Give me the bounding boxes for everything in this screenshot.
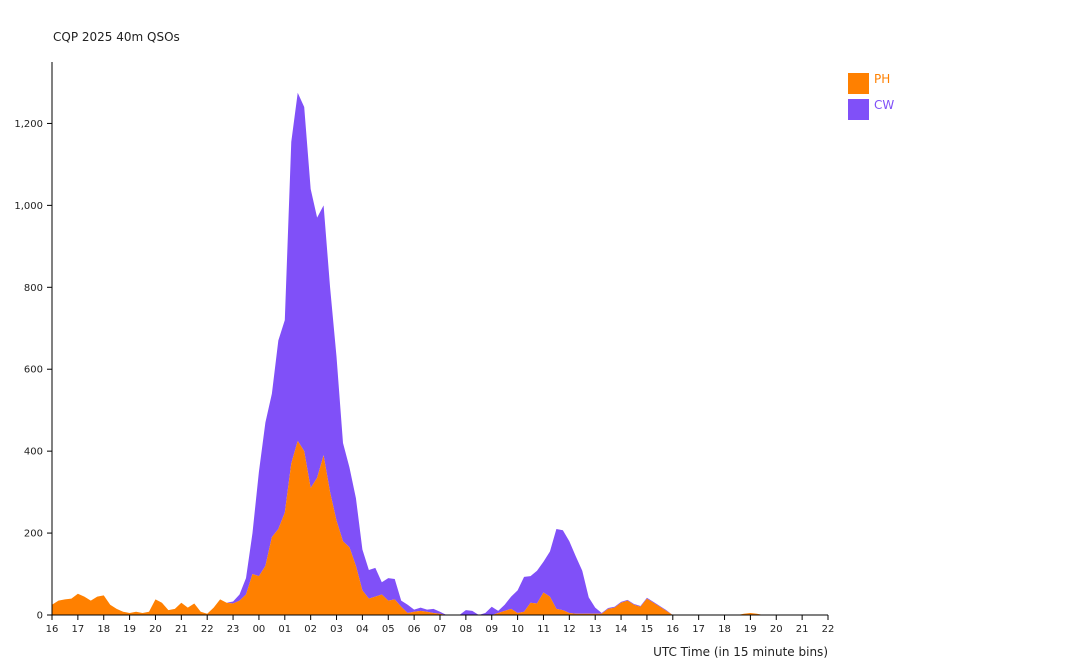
x-tick-label: 13 [589,624,602,635]
x-tick-label: 09 [485,624,498,635]
x-tick-label: 20 [149,624,162,635]
x-tick-label: 16 [46,624,59,635]
x-tick-label: 14 [615,624,628,635]
x-tick-label: 04 [356,624,369,635]
x-tick-label: 12 [563,624,576,635]
y-tick-label: 1,000 [14,201,43,212]
y-tick-label: 800 [24,283,43,294]
x-tick-label: 21 [796,624,809,635]
x-tick-label: 17 [692,624,705,635]
x-tick-label: 08 [459,624,472,635]
x-tick-label: 18 [718,624,731,635]
x-tick-label: 10 [511,624,524,635]
x-tick-label: 19 [744,624,757,635]
legend-label-cw: CW [874,98,894,112]
x-tick-label: 18 [97,624,110,635]
x-tick-label: 11 [537,624,550,635]
legend-swatch-ph [848,73,869,94]
x-tick-label: 23 [227,624,240,635]
x-tick-label: 00 [253,624,266,635]
y-tick-label: 400 [24,447,43,458]
x-tick-label: 20 [770,624,783,635]
x-tick-label: 05 [382,624,395,635]
y-tick-label: 1,200 [14,119,43,130]
y-tick-label: 200 [24,529,43,540]
chart-title: CQP 2025 40m QSOs [53,30,180,44]
x-tick-label: 22 [822,624,835,635]
x-axis: 16 17 18 19 20 21 22 23 00 01 02 03 04 05 06 07 08 09 10 11… [46,614,835,635]
x-tick-label: 22 [201,624,214,635]
x-tick-label: 16 [666,624,679,635]
y-axis: 0 200 400 600 800 1,000 1,200 [14,62,53,622]
legend-label-ph: PH [874,72,890,86]
x-axis-label: UTC Time (in 15 minute bins) [653,645,828,659]
x-tick-label: 06 [408,624,421,635]
y-tick-label: 0 [37,611,43,622]
area-ph [52,440,828,615]
legend-swatch-cw [848,99,869,120]
x-tick-label: 07 [434,624,447,635]
x-tick-label: 02 [304,624,317,635]
x-tick-label: 19 [123,624,136,635]
y-tick-label: 600 [24,365,43,376]
legend: PH CW [848,72,894,120]
area-cw [52,92,828,616]
area-series-group [52,92,828,616]
x-tick-label: 15 [641,624,654,635]
x-tick-label: 21 [175,624,188,635]
x-tick-label: 17 [71,624,84,635]
x-tick-label: 03 [330,624,343,635]
x-tick-label: 01 [278,624,291,635]
